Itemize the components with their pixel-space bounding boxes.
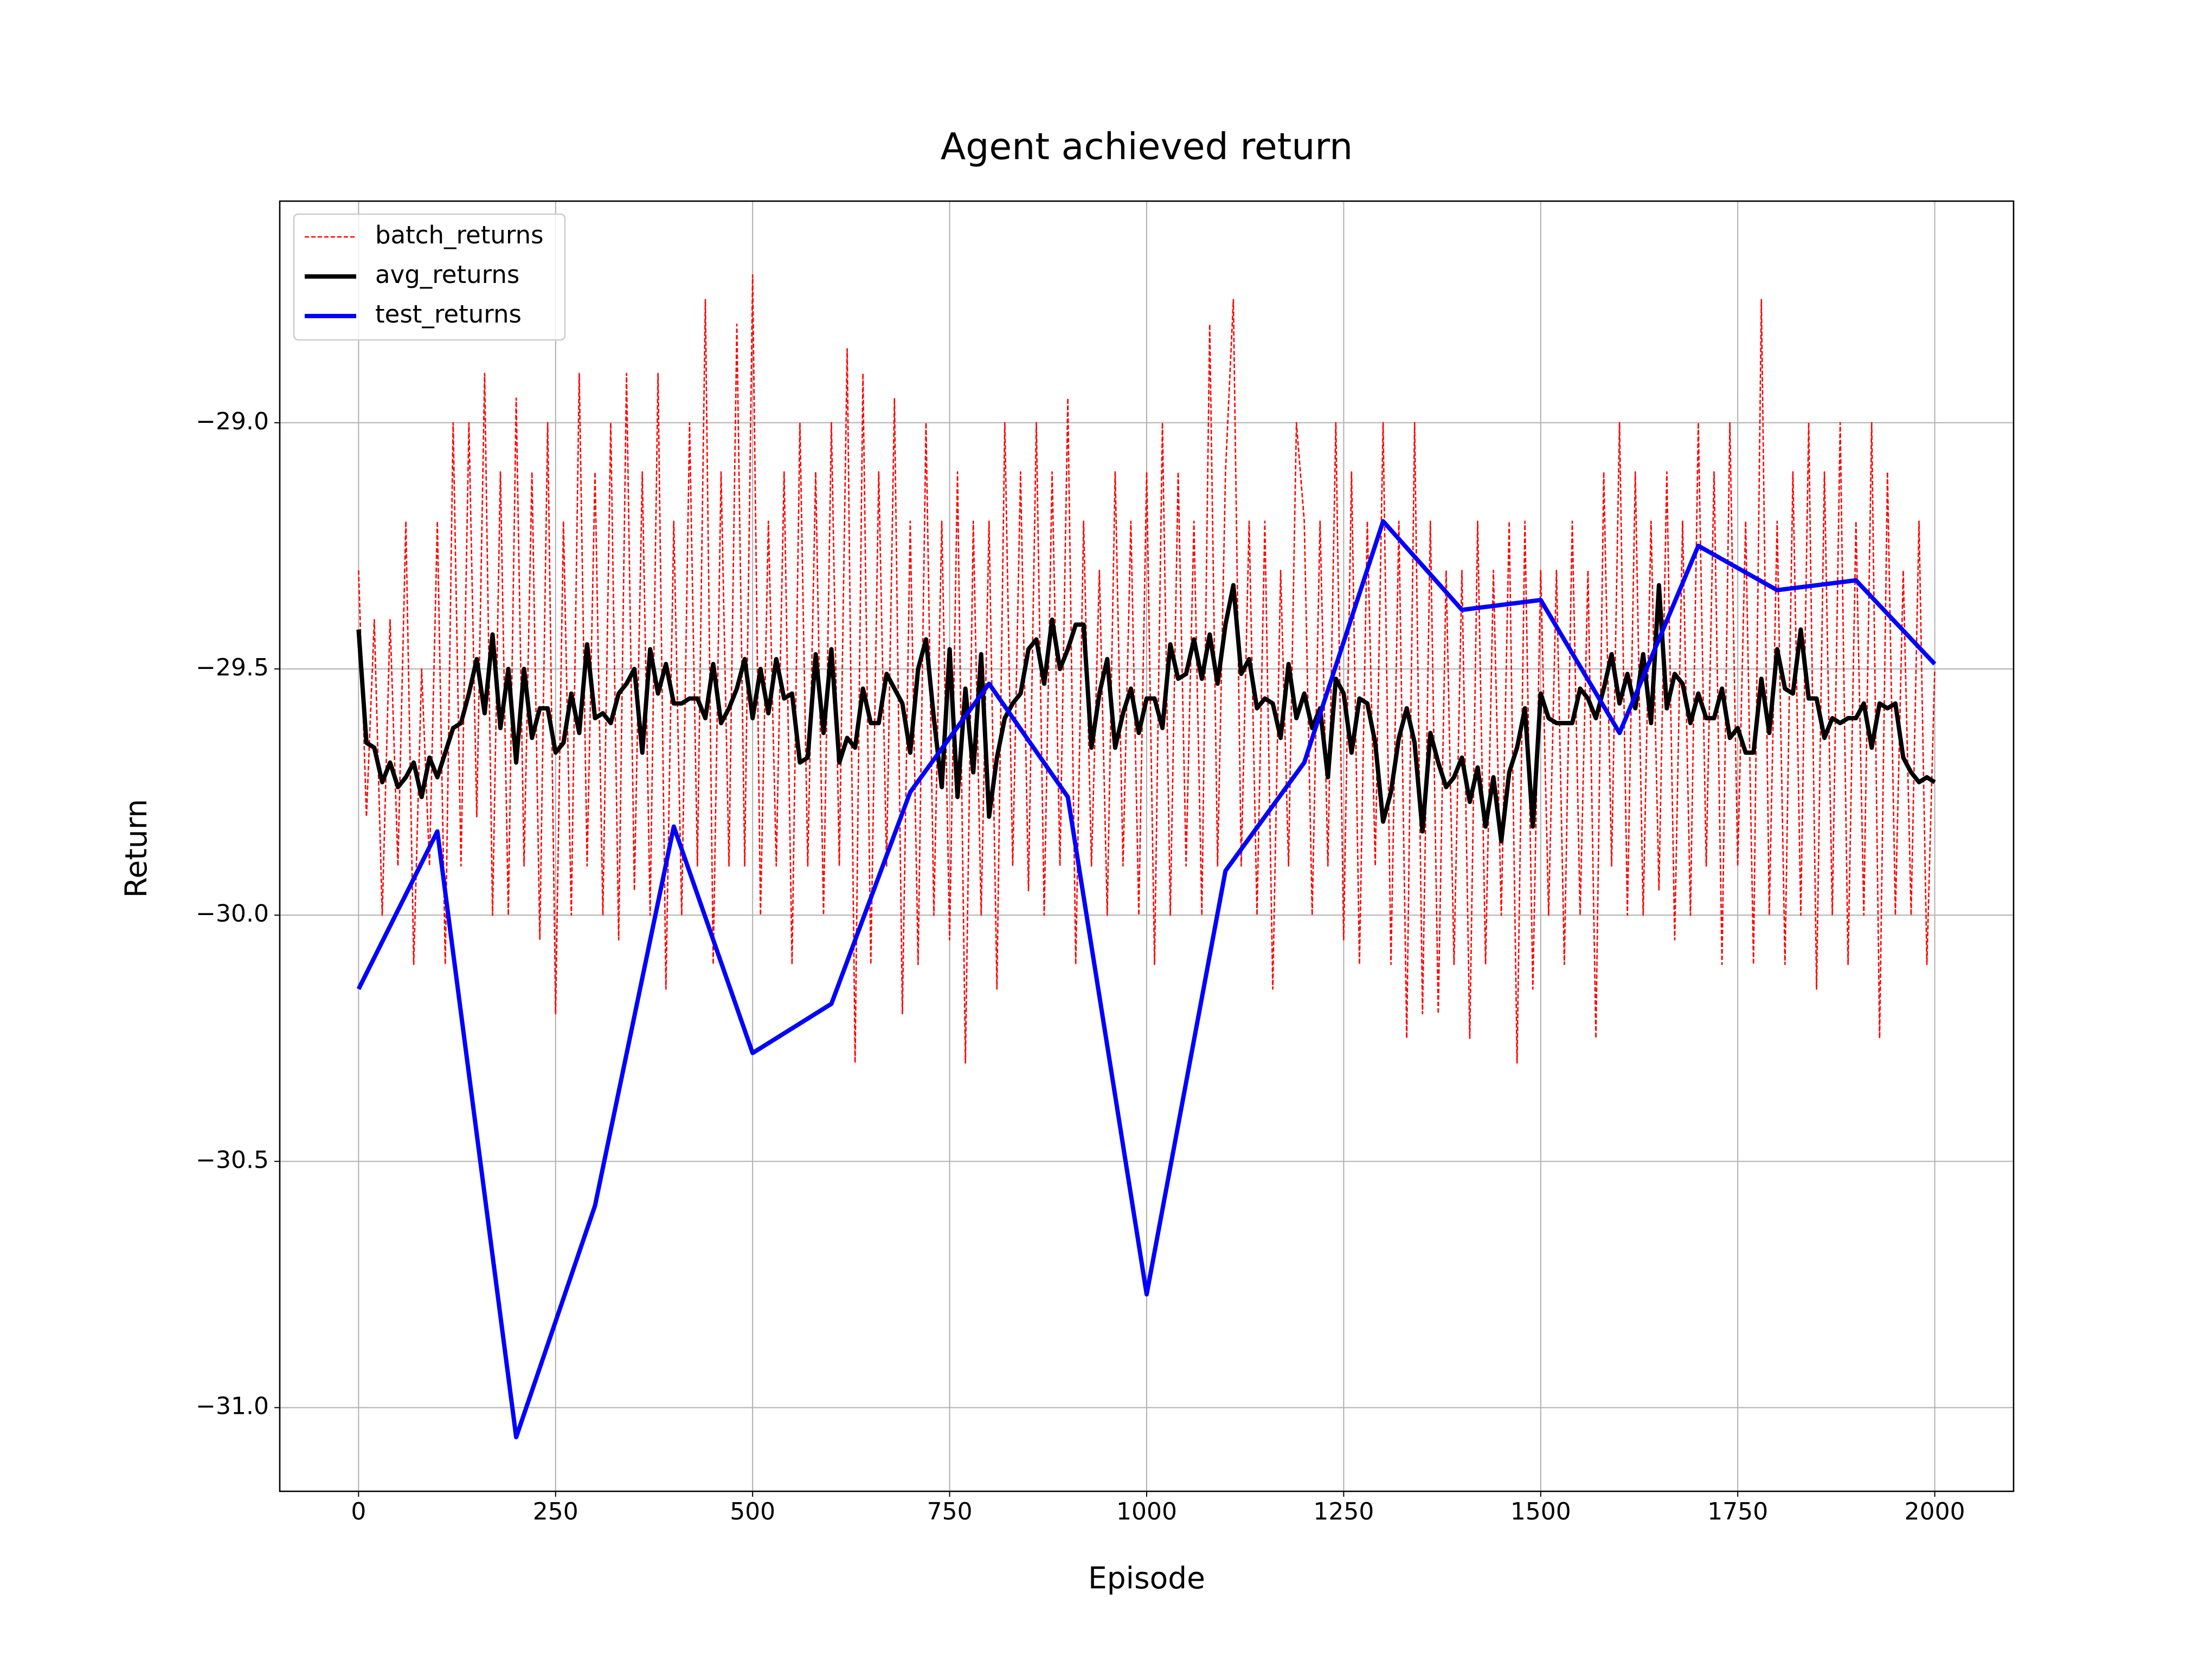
legend: batch_returns avg_returns test_returns [293,213,566,341]
x-tick-label: 1250 [1313,1498,1374,1525]
y-axis-label: Return [119,799,153,898]
series-line [356,583,1936,844]
chart-title: Agent achieved return [941,126,1353,169]
y-tick-label: −29.5 [196,654,269,681]
legend-label: test_returns [375,300,522,329]
x-tick-label: 500 [730,1498,775,1525]
y-tick-label: −30.0 [196,900,269,928]
series-line [358,274,1935,1064]
x-tick-label: 0 [351,1498,366,1525]
legend-label: avg_returns [375,260,519,289]
x-tick-label: 2000 [1905,1498,1965,1525]
y-tick-label: −30.5 [196,1146,269,1174]
plot-frame [279,200,2015,1492]
series-line [356,519,1937,1440]
x-tick-label: 250 [533,1498,578,1525]
legend-box [293,213,566,341]
legend-label: batch_returns [375,221,544,249]
x-axis-label: Episode [1088,1561,1205,1595]
x-tick-label: 1750 [1707,1498,1768,1525]
y-tick-label: −29.0 [196,408,269,435]
y-tick-label: −31.0 [196,1393,269,1420]
x-tick-label: 1500 [1510,1498,1571,1525]
x-tick-label: 750 [927,1498,973,1525]
x-tick-label: 1000 [1116,1498,1177,1525]
